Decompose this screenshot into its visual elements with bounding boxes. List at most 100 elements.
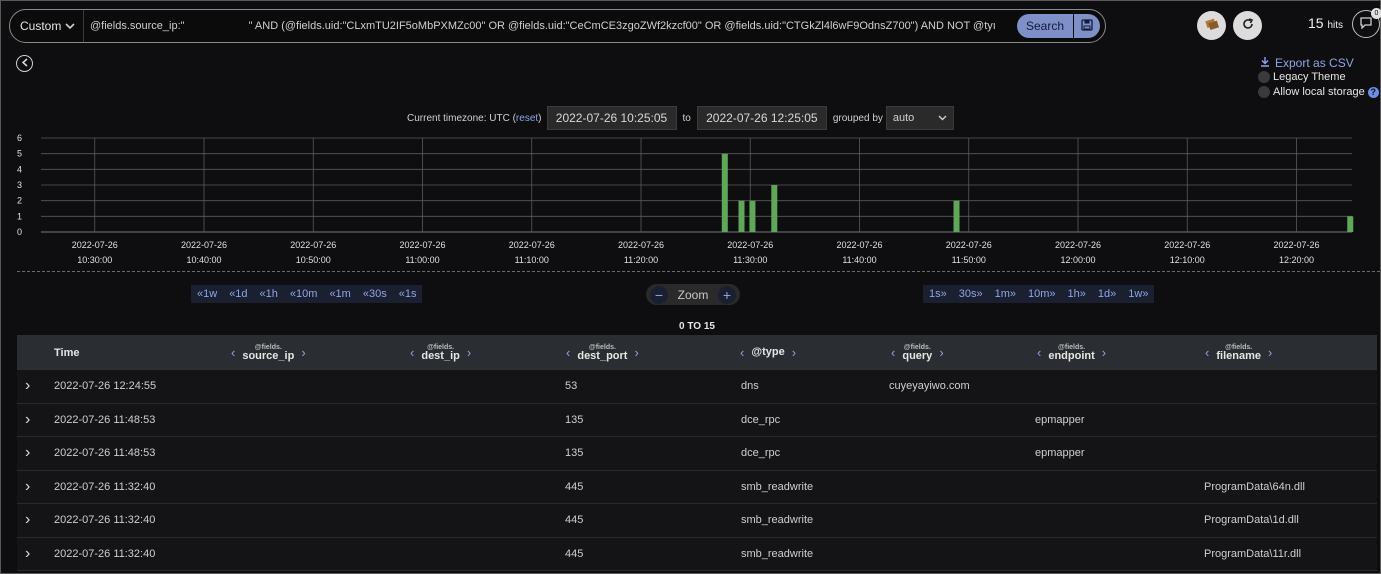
chevron-right-icon[interactable]: › <box>939 345 944 360</box>
search-button[interactable]: Search <box>1016 14 1073 38</box>
chevron-right-icon[interactable]: › <box>301 345 306 360</box>
y-tick-label: 1 <box>17 211 22 221</box>
chevron-left-icon[interactable]: ‹ <box>410 345 415 360</box>
x-tick-time: 12:00:00 <box>1060 255 1095 265</box>
nav-back-1d[interactable]: «1d <box>223 285 254 303</box>
back-button[interactable] <box>16 55 33 72</box>
cell-dest_port: 135 <box>565 413 584 426</box>
expand-chevron-icon[interactable]: › <box>25 544 31 562</box>
messages-button[interactable] <box>1352 10 1380 38</box>
column-header-query[interactable]: ‹ @fields. query › <box>891 335 944 370</box>
x-tick-date: 2022-07-26 <box>72 240 118 250</box>
nav-forward-10m[interactable]: 10m» <box>1022 285 1062 303</box>
column-header-source_ip[interactable]: ‹ @fields. source_ip › <box>231 335 306 370</box>
help-icon[interactable]: ? <box>1367 86 1379 98</box>
local-storage-label: Allow local storage <box>1273 86 1365 98</box>
chevron-left-icon[interactable]: ‹ <box>1037 345 1042 360</box>
expand-chevron-icon[interactable]: › <box>25 410 31 428</box>
chevron-right-icon[interactable]: › <box>791 345 797 360</box>
nav-back-1w[interactable]: «1w <box>191 285 224 303</box>
column-name: dest_ip <box>421 349 460 362</box>
x-tick-date: 2022-07-26 <box>399 240 445 250</box>
chevron-left-icon[interactable]: ‹ <box>231 345 236 360</box>
cell-type: dce_rpc <box>741 413 781 426</box>
results-table: Time ‹ @fields. source_ip › ‹ @fields. dest_ip ›… <box>17 335 1377 571</box>
y-tick-label: 0 <box>17 227 22 237</box>
nav-back-30s[interactable]: «30s <box>356 285 393 303</box>
table-row[interactable]: › 2022-07-26 11:48:53 135 dce_rpc epmapper <box>17 437 1377 471</box>
workspaces-button[interactable] <box>1197 11 1226 40</box>
histogram-bar <box>1347 216 1354 232</box>
refresh-button[interactable] <box>1233 11 1262 40</box>
zoom-out-button[interactable]: − <box>650 285 668 304</box>
to-date-input[interactable]: 2022-07-26 12:25:05 <box>696 106 827 130</box>
save-search-button[interactable] <box>1074 14 1100 38</box>
x-tick-time: 11:50:00 <box>952 255 986 265</box>
column-header-Time[interactable]: Time <box>54 335 79 370</box>
nav-forward-1s[interactable]: 1s» <box>923 285 953 303</box>
nav-back-1s[interactable]: «1s <box>392 285 423 303</box>
chevron-left-icon[interactable]: ‹ <box>891 345 896 360</box>
to-label: to <box>682 112 691 124</box>
cell-type: dce_rpc <box>741 447 781 460</box>
query-mode-select[interactable]: Custom <box>10 10 84 42</box>
column-prefix: @fields. <box>903 343 931 351</box>
column-header-type[interactable]: ‹ @type › <box>740 335 796 370</box>
table-row[interactable]: › 2022-07-26 11:32:40 445 smb_readwrite Prog… <box>17 537 1377 571</box>
x-tick-time: 11:00:00 <box>405 255 439 265</box>
legacy-theme-toggle[interactable]: Legacy Theme <box>1258 71 1346 83</box>
chevron-left-icon[interactable]: ‹ <box>1205 345 1210 360</box>
chevron-right-icon[interactable]: › <box>1267 345 1273 360</box>
chevron-left-icon[interactable]: ‹ <box>740 345 745 360</box>
notification-badge: 0 <box>1371 8 1381 19</box>
chevron-right-icon[interactable]: › <box>634 345 639 360</box>
column-header-dest_port[interactable]: ‹ @fields. dest_port › <box>566 335 639 370</box>
zoom-in-button[interactable]: + <box>718 285 736 304</box>
timezone-reset-link[interactable]: reset <box>515 112 539 124</box>
hits-count: 15 <box>1308 15 1324 31</box>
from-date-input[interactable]: 2022-07-26 10:25:05 <box>546 106 677 130</box>
chevron-down-icon <box>938 112 947 124</box>
table-row[interactable]: › 2022-07-26 11:32:40 445 smb_readwrite Prog… <box>17 470 1377 504</box>
column-header-dest_ip[interactable]: ‹ @fields. dest_ip › <box>410 335 471 370</box>
cell-endpoint: epmapper <box>1035 413 1085 426</box>
expand-chevron-icon[interactable]: › <box>25 511 31 529</box>
toggle-switch[interactable] <box>1258 86 1270 98</box>
event-histogram[interactable]: 0 1 2 3 4 5 6 2022-07-26 10:30:00 2022-07-26 10:40… <box>1 129 1381 269</box>
column-header-filename[interactable]: ‹ @fields. filename › <box>1205 335 1272 370</box>
nav-forward-1d[interactable]: 1d» <box>1091 285 1123 303</box>
nav-forward-1m[interactable]: 1m» <box>988 285 1023 303</box>
column-label: @fields. query <box>902 344 932 362</box>
expand-chevron-icon[interactable]: › <box>25 377 31 395</box>
chevron-left-icon[interactable]: ‹ <box>566 345 571 360</box>
refresh-icon <box>1241 17 1255 34</box>
nav-forward-30s[interactable]: 30s» <box>952 285 989 303</box>
group-interval-value: auto <box>892 112 915 124</box>
nav-back-1h[interactable]: «1h <box>253 285 284 303</box>
local-storage-toggle[interactable]: Allow local storage ? <box>1258 86 1379 98</box>
x-tick-time: 11:30:00 <box>733 255 767 265</box>
nav-back-1m[interactable]: «1m <box>323 285 357 303</box>
nav-forward-1h[interactable]: 1h» <box>1061 285 1092 303</box>
table-row[interactable]: › 2022-07-26 11:48:53 135 dce_rpc epmapper <box>17 403 1377 437</box>
table-row[interactable]: › 2022-07-26 11:32:40 445 smb_readwrite Prog… <box>17 504 1377 538</box>
cell-dest_port: 445 <box>565 480 584 493</box>
divider <box>17 271 1380 272</box>
search-input[interactable]: @fields.source_ip:" " AND (@fields.uid:"… <box>84 10 1017 42</box>
chevron-right-icon[interactable]: › <box>1101 345 1107 360</box>
table-body: › 2022-07-26 12:24:55 53 dns cuyeyayiwo.com ›… <box>17 370 1377 571</box>
zoom-control: − Zoom + <box>646 284 740 305</box>
table-row[interactable]: › 2022-07-26 12:24:55 53 dns cuyeyayiwo.com <box>17 370 1377 404</box>
cell-filename: ProgramData\1d.dll <box>1204 514 1299 527</box>
column-header-endpoint[interactable]: ‹ @fields. endpoint › <box>1037 335 1106 370</box>
expand-chevron-icon[interactable]: › <box>25 477 31 495</box>
export-csv-link[interactable]: Export as CSV <box>1260 56 1354 70</box>
group-interval-select[interactable]: auto <box>885 106 954 130</box>
expand-chevron-icon[interactable]: › <box>25 444 31 462</box>
x-tick-date: 2022-07-26 <box>946 240 992 250</box>
nav-forward-1w[interactable]: 1w» <box>1122 285 1155 303</box>
chevron-right-icon[interactable]: › <box>466 345 472 360</box>
cell-time: 2022-07-26 11:32:40 <box>54 547 156 560</box>
nav-back-10m[interactable]: «10m <box>283 285 324 303</box>
toggle-switch[interactable] <box>1258 71 1270 83</box>
